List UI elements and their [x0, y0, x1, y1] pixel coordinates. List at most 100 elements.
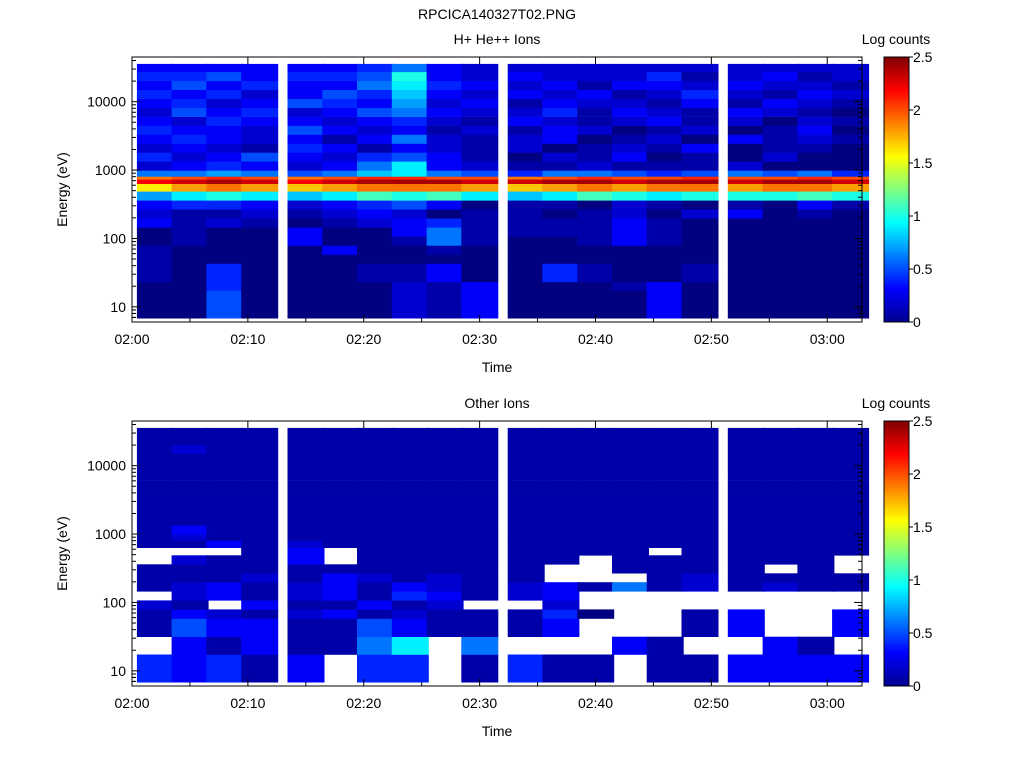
heatmap-cell [171, 98, 209, 109]
heatmap-cell [727, 435, 765, 446]
heatmap-cell [612, 489, 649, 499]
heatmap-cell [206, 263, 244, 273]
heatmap-cell [391, 435, 429, 446]
heatmap-cell [357, 636, 394, 647]
heatmap-cell [391, 179, 429, 184]
heatmap-cell [171, 507, 209, 517]
heatmap-cell [391, 263, 429, 273]
heatmap-cell [391, 672, 429, 683]
heatmap-cell [426, 152, 464, 162]
heatmap-cell [612, 116, 649, 126]
heatmap-cell [577, 152, 615, 162]
heatmap-cell [206, 427, 244, 437]
heatmap-cell [426, 245, 464, 255]
heatmap-cell [461, 534, 499, 541]
heatmap-cell [357, 672, 394, 683]
heatmap-cell [646, 89, 684, 99]
heatmap-cell [357, 609, 394, 619]
heatmap-cell [206, 254, 244, 264]
heatmap-cell [832, 672, 870, 683]
heatmap-cell [797, 543, 835, 548]
heatmap-cell [507, 507, 545, 517]
heatmap-cell [832, 254, 870, 264]
heatmap-cell [241, 525, 279, 535]
heatmap-cell [322, 281, 360, 291]
heatmap-cell [241, 636, 279, 647]
heatmap-cell [542, 191, 580, 201]
heatmap-cell [797, 263, 835, 273]
heatmap-cell [681, 179, 719, 184]
heatmap-cell [832, 218, 870, 228]
heatmap-cell [241, 218, 279, 228]
heatmap-cell [577, 254, 615, 264]
colorbar-tick-label: 1.5 [913, 519, 933, 535]
heatmap-cell [832, 435, 870, 446]
heatmap-cell [426, 98, 464, 109]
heatmap-cell [762, 672, 800, 683]
heatmap-cell [797, 547, 835, 556]
heatmap-cell [646, 636, 684, 647]
heatmap-cell [241, 618, 279, 628]
heatmap-cell [542, 218, 580, 228]
heatmap-cell [612, 143, 649, 153]
heatmap-cell [322, 618, 360, 628]
heatmap-cell [287, 191, 325, 201]
heatmap-cell [681, 152, 719, 162]
heatmap-cell [426, 161, 464, 171]
heatmap-cell [762, 462, 800, 473]
heatmap-cell [241, 143, 279, 153]
colorbar-tick-label: 0.5 [913, 261, 933, 277]
heatmap-cell [646, 299, 684, 309]
heatmap-cell [762, 654, 800, 664]
heatmap-cell [357, 179, 394, 184]
heatmap-cell [542, 555, 580, 565]
heatmap-cell [391, 582, 429, 592]
heatmap-cell [426, 299, 464, 309]
heatmap-cell [136, 564, 174, 574]
heatmap-cell [727, 272, 765, 283]
heatmap-cell [241, 435, 279, 446]
heatmap-cell [322, 63, 360, 73]
heatmap-cell [577, 191, 615, 201]
heatmap-cell [206, 453, 244, 463]
heatmap-cell [612, 480, 649, 490]
heatmap-cell [681, 564, 719, 574]
heatmap-cell [727, 98, 765, 109]
heatmap-cell [287, 200, 325, 210]
heatmap-cell [762, 161, 800, 171]
heatmap-cell [832, 236, 870, 246]
heatmap-cell [832, 299, 870, 309]
heatmap-cell [206, 618, 244, 628]
heatmap-cell [322, 582, 360, 592]
heatmap-cell [797, 471, 835, 481]
heatmap-cell [171, 525, 209, 535]
heatmap-cell [832, 654, 870, 664]
heatmap-cell [797, 134, 835, 144]
heatmap-cell [612, 89, 649, 99]
heatmap-cell [426, 462, 464, 473]
heatmap-cell [507, 63, 545, 73]
heatmap-cell [287, 125, 325, 135]
heatmap-cell [136, 176, 174, 180]
heatmap-cell [241, 609, 279, 619]
heatmap-cell [461, 152, 499, 162]
heatmap-cell [206, 71, 244, 82]
heatmap-cell [646, 183, 684, 192]
heatmap-cell [646, 525, 684, 535]
heatmap-cell [612, 170, 649, 177]
x-tick-label: 02:40 [578, 331, 613, 347]
heatmap-cell [646, 543, 684, 548]
heatmap-cell [206, 672, 244, 683]
heatmap-cell [646, 645, 684, 655]
x-tick-label: 03:00 [810, 695, 845, 711]
heatmap-cell [357, 525, 394, 535]
heatmap-cell [136, 471, 174, 481]
heatmap-cell [206, 236, 244, 246]
heatmap-cell [681, 176, 719, 180]
heatmap-cell [797, 498, 835, 508]
heatmap-cell [287, 299, 325, 309]
heatmap-cell [507, 435, 545, 446]
heatmap-cell [646, 564, 684, 574]
heatmap-cell [612, 507, 649, 517]
heatmap-cell [612, 308, 649, 319]
